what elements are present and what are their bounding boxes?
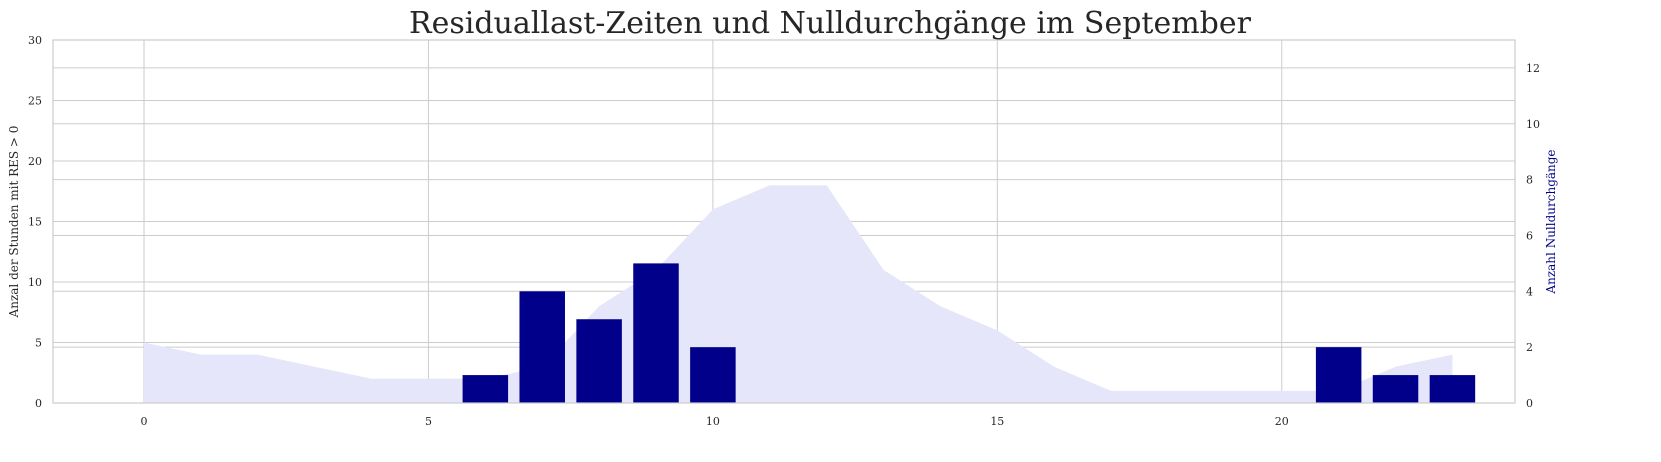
area-series xyxy=(144,185,1453,403)
bar xyxy=(519,291,565,403)
y-right-tick-label: 0 xyxy=(1526,397,1533,410)
area-fill xyxy=(144,185,1453,403)
x-tick-label: 15 xyxy=(990,415,1004,428)
y-right-tick-label: 6 xyxy=(1526,229,1533,242)
y-left-tick-label: 30 xyxy=(28,34,42,47)
x-tick-label: 0 xyxy=(141,415,148,428)
y-right-tick-label: 10 xyxy=(1526,118,1540,131)
x-tick-label: 20 xyxy=(1275,415,1289,428)
y-right-tick-label: 2 xyxy=(1526,341,1533,354)
bar xyxy=(1429,375,1476,403)
bar xyxy=(1315,347,1362,403)
bar xyxy=(690,347,736,403)
y-left-tick-label: 5 xyxy=(35,337,42,350)
x-tick-label: 5 xyxy=(425,415,432,428)
y-right-tick-label: 8 xyxy=(1526,174,1533,187)
bar xyxy=(462,375,509,403)
y-left-tick-label: 0 xyxy=(35,397,42,410)
y-right-tick-label: 12 xyxy=(1526,62,1540,75)
y-axis-left-label: Anzal der Stunden mit RES > 0 xyxy=(7,126,21,319)
y-left-tick-label: 15 xyxy=(28,216,42,229)
plot-frame xyxy=(52,39,1516,404)
y-right-tick-label: 4 xyxy=(1526,285,1533,298)
tick-labels: 0 5 10 15 20 0 5 10 15 20 25 30 0 2 4 6 8 10 12 xyxy=(28,34,1540,428)
chart-title: Residuallast-Zeiten und Nulldurchgänge i… xyxy=(409,6,1252,41)
y-left-tick-label: 20 xyxy=(28,155,42,168)
bar-series xyxy=(462,263,1476,403)
bar xyxy=(1372,375,1419,403)
axes-frame xyxy=(52,39,1516,404)
y-axis-right-label: Anzahl Nulldurchgänge xyxy=(1544,149,1558,294)
y-left-tick-label: 10 xyxy=(28,276,42,289)
bar xyxy=(576,319,622,403)
y-left-tick-label: 25 xyxy=(28,95,42,108)
bar xyxy=(633,263,679,403)
x-tick-label: 10 xyxy=(706,415,720,428)
